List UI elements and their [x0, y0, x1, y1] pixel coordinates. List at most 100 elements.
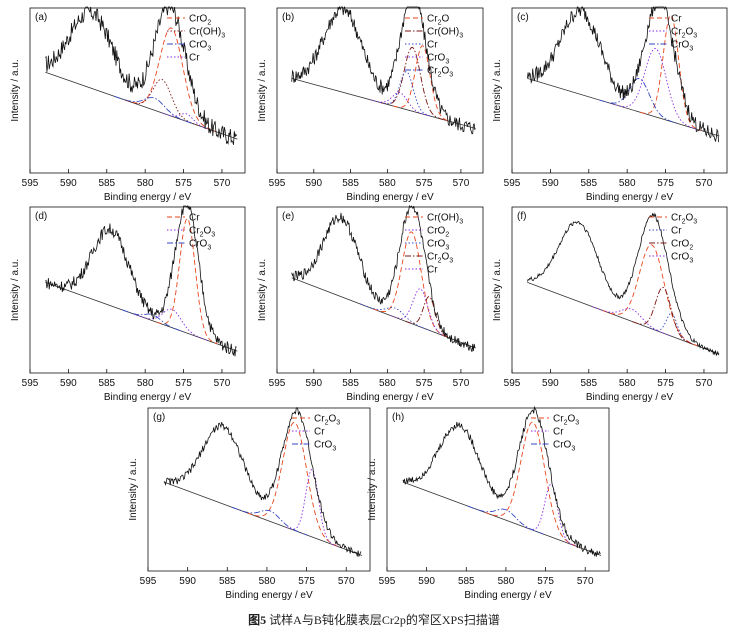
legend-entry: CrO3 — [427, 53, 449, 66]
legend-entry: Cr(OH)3 — [427, 213, 463, 226]
legend-entry: Cr — [671, 14, 682, 25]
y-axis-label: Intensity / a.u. — [257, 259, 268, 321]
x-tick-label: 580 — [137, 178, 154, 189]
y-axis-label: Intensity / a.u. — [492, 259, 503, 321]
legend-entry: Cr — [427, 40, 438, 51]
x-tick-label: 580 — [379, 378, 396, 389]
x-axis-label: Binding energy / eV — [104, 192, 192, 203]
x-tick-label: 595 — [379, 576, 396, 587]
raw-spectrum — [527, 212, 719, 357]
x-tick-label: 570 — [696, 178, 713, 189]
panel-label: (c) — [517, 12, 529, 23]
plot-frame — [147, 407, 371, 572]
legend-entry: CrO3 — [314, 440, 336, 453]
legend-entry: Cr — [427, 265, 438, 276]
legend-entry: Cr2O3 — [427, 252, 453, 265]
raw-spectrum — [527, 6, 719, 143]
panel-label: (e) — [282, 211, 294, 222]
x-tick-label: 595 — [140, 576, 157, 587]
plot-frame — [276, 7, 484, 174]
y-axis-label: Intensity / a.u. — [257, 59, 268, 121]
xps-panel-e: 595 590 585 580 575 570 Binding energy / eV Int… — [257, 204, 484, 403]
fit-component — [359, 303, 431, 332]
caption-text: 试样A与B钝化膜表层Cr2p的窄区XPS扫描谱 — [269, 613, 500, 627]
x-tick-label: 570 — [214, 378, 231, 389]
fit-component — [632, 286, 694, 345]
legend-entry: Cr2O3 — [671, 213, 697, 226]
x-tick-label: 575 — [416, 378, 433, 389]
legend-entry: Cr — [553, 427, 564, 438]
panel-label: (a) — [35, 12, 47, 23]
legend-entry: CrO2 — [427, 226, 449, 239]
x-tick-label: 590 — [60, 178, 77, 189]
x-tick-label: 575 — [657, 378, 674, 389]
legend-entry: Cr — [314, 427, 325, 438]
x-tick-label: 585 — [458, 576, 475, 587]
raw-spectrum — [402, 405, 601, 557]
x-axis-label: Binding energy / eV — [586, 192, 674, 203]
legend-entry: CrO3 — [189, 40, 211, 53]
x-tick-label: 585 — [580, 378, 597, 389]
fit-component — [125, 27, 217, 133]
x-tick-label: 575 — [175, 178, 192, 189]
xps-panel-f: 595 590 585 580 575 570 Binding energy / eV Int… — [492, 206, 728, 403]
xps-panel-c: 595 590 585 580 575 570 Binding energy / eV Int… — [492, 6, 728, 203]
x-axis-label: Binding energy / eV — [586, 392, 674, 403]
fit-component — [485, 421, 580, 548]
x-tick-label: 585 — [219, 576, 236, 587]
fit-component — [286, 469, 337, 547]
plot-frame — [511, 7, 728, 174]
plot-frame — [29, 206, 246, 374]
x-tick-label: 580 — [619, 178, 636, 189]
x-axis-label: Binding energy / eV — [346, 192, 434, 203]
legend-entry: CrO3 — [189, 239, 211, 252]
y-axis-label: Intensity / a.u. — [10, 259, 21, 321]
baseline — [163, 481, 363, 556]
panel-label: (f) — [517, 211, 526, 222]
x-tick-label: 575 — [537, 576, 554, 587]
x-tick-label: 580 — [379, 178, 396, 189]
fit-component — [640, 14, 702, 131]
x-tick-label: 590 — [542, 378, 559, 389]
x-tick-label: 590 — [179, 576, 196, 587]
xps-panel-d: 595 590 585 580 575 570 Binding energy / eV Int… — [10, 205, 246, 403]
raw-spectrum — [163, 407, 362, 558]
legend-entry: CrO3 — [553, 440, 575, 453]
legend-entry: CrO3 — [671, 40, 693, 53]
x-tick-label: 570 — [453, 378, 470, 389]
x-tick-label: 585 — [342, 178, 359, 189]
legend-entry: Cr2O3 — [671, 27, 697, 40]
y-axis-label: Intensity / a.u. — [128, 458, 139, 520]
xps-panel-a: 595 590 585 580 575 570 Binding energy / eV Int… — [10, 6, 246, 203]
x-tick-label: 590 — [60, 378, 77, 389]
legend-entry: CrO3 — [427, 239, 449, 252]
y-axis-label: Intensity / a.u. — [367, 458, 378, 520]
x-tick-label: 585 — [580, 178, 597, 189]
baseline — [402, 481, 602, 556]
xps-panel-b: 595 590 585 580 575 570 Binding energy / eV Int… — [257, 5, 484, 203]
x-tick-label: 595 — [269, 178, 286, 189]
x-axis-label: Binding energy / eV — [464, 590, 552, 601]
legend-entry: Cr(OH)3 — [189, 27, 225, 40]
x-tick-label: 570 — [453, 178, 470, 189]
fit-component — [467, 505, 544, 535]
fit-component — [161, 112, 211, 131]
fit-component — [156, 218, 218, 345]
x-tick-label: 570 — [214, 178, 231, 189]
x-tick-label: 590 — [418, 576, 435, 587]
x-tick-label: 595 — [504, 378, 521, 389]
panel-label: (b) — [282, 12, 294, 23]
legend-entry: CrO3 — [671, 252, 693, 265]
legend-entry: Cr2O3 — [553, 414, 579, 427]
legend-entry: Cr(OH)3 — [427, 27, 463, 40]
fit-component — [405, 296, 453, 340]
y-axis-label: Intensity / a.u. — [492, 59, 503, 121]
fit-component — [246, 422, 342, 549]
caption-number: 图5 — [248, 613, 267, 627]
fit-component — [602, 244, 701, 348]
x-tick-label: 590 — [305, 178, 322, 189]
